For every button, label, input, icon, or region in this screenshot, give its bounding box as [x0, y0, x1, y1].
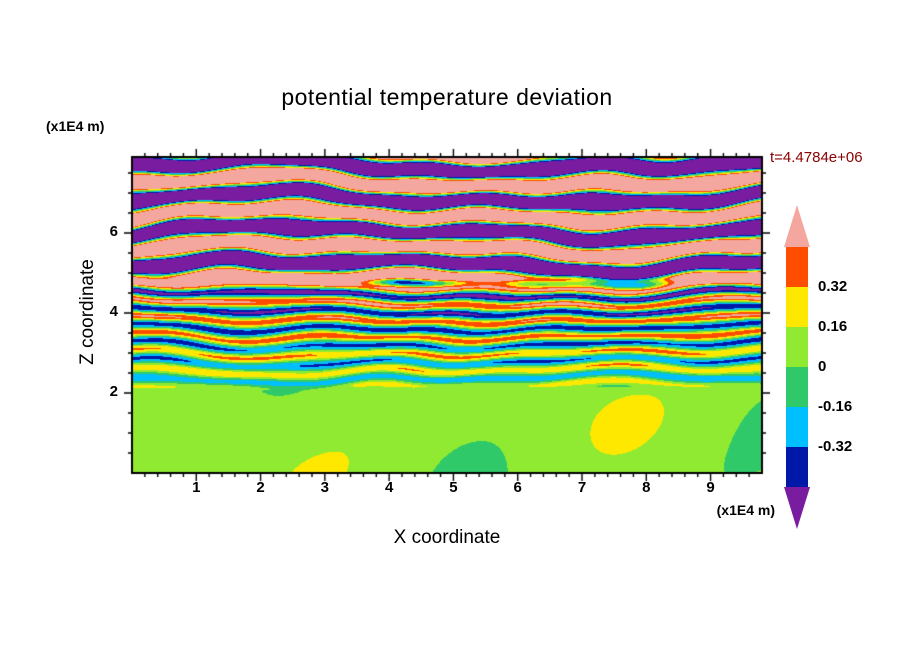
- colorbar-segment: [786, 327, 808, 367]
- x-tick-label: 5: [449, 479, 458, 496]
- x-tick-label: 4: [384, 479, 394, 496]
- colorbar-segment: [786, 367, 808, 407]
- time-annotation: t=4.4784e+06: [770, 149, 863, 166]
- z-tick-label: 6: [109, 223, 118, 240]
- colorbar-label: 0.32: [818, 278, 848, 295]
- contour-field-canvas: [122, 147, 772, 483]
- colorbar-segment: [786, 407, 808, 447]
- colorbar-segment: [786, 447, 808, 487]
- colorbar-segment: [786, 247, 808, 287]
- colorbar-segments: [786, 247, 808, 487]
- z-axis-units-label: (x1E4 m): [46, 118, 105, 134]
- x-tick-label: 1: [192, 479, 201, 496]
- x-tick-label: 6: [513, 479, 522, 496]
- x-tick-label: 9: [706, 479, 715, 496]
- x-tick-label: 8: [642, 479, 651, 496]
- colorbar-label: -0.16: [818, 398, 853, 415]
- colorbar-label: -0.32: [818, 438, 853, 455]
- x-axis-units-label: (x1E4 m): [716, 502, 775, 518]
- z-tick-label: 2: [109, 383, 118, 400]
- colorbar-segment: [786, 287, 808, 327]
- colorbar-under-arrow: [784, 487, 810, 529]
- colorbar-label: 0: [818, 358, 827, 375]
- colorbar-over-arrow: [784, 205, 810, 247]
- colorbar-label: 0.16: [818, 318, 848, 335]
- x-tick-label: 7: [577, 479, 587, 496]
- x-axis-title: X coordinate: [393, 527, 501, 548]
- x-tick-label: 2: [256, 479, 265, 496]
- x-tick-label: 3: [320, 479, 330, 496]
- chart-title: potential temperature deviation: [281, 84, 613, 110]
- z-tick-label: 4: [109, 303, 118, 320]
- colorbar: [782, 205, 812, 529]
